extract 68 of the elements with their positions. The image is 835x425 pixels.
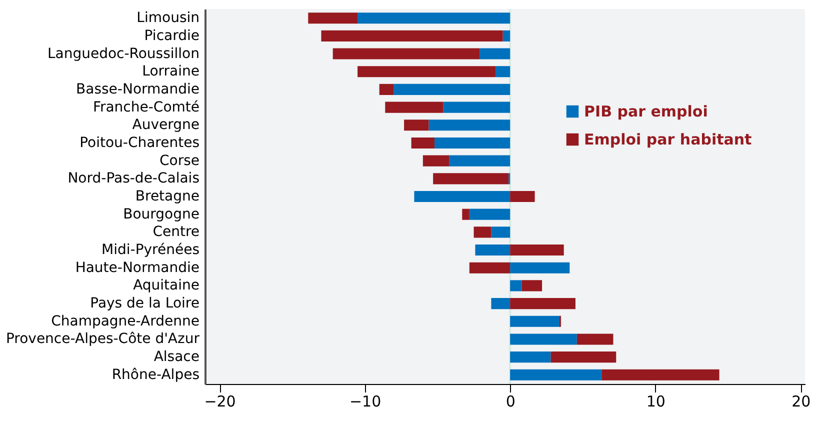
bar [510,280,522,292]
bar [443,102,510,113]
y-tick-label: Poitou-Charentes [80,134,200,151]
bar [576,334,614,345]
legend-label: Emploi par habitant [584,130,752,148]
y-tick-label: Champagne-Ardenne [51,313,200,330]
bar [510,262,570,274]
y-tick-label: Corse [159,152,200,169]
bar [469,208,510,220]
bar [433,173,509,184]
bar [358,12,510,24]
bar [510,316,560,327]
bar [510,334,577,345]
y-tick-label: Bourgogne [123,206,200,222]
bar [480,48,510,60]
y-tick-label: Midi-Pyrénées [102,242,200,258]
bar [411,137,435,149]
x-tick-label: 10 [646,392,666,410]
bar [385,102,444,113]
y-tick-label: Lorraine [142,64,200,80]
y-tick-label: Franche-Comté [92,99,200,116]
bar [491,226,510,238]
y-tick-label: Alsace [154,349,200,366]
y-tick-label: Rhône-Alpes [112,366,200,383]
bar [321,30,503,42]
bar [496,66,510,78]
bar [510,244,564,256]
x-tick-label: 0 [506,392,516,410]
y-tick-label: Aquitaine [133,278,200,294]
y-tick-label: Provence-Alpes-Côte d'Azur [6,331,200,348]
y-tick-label: Haute-Normandie [75,260,200,276]
y-tick-label: Limousin [136,10,200,26]
y-tick-label: Basse-Normandie [76,81,200,98]
bar [394,84,510,95]
bar [602,369,720,380]
x-tick-label: −20 [204,392,236,410]
y-tick-label: Centre [152,224,200,240]
bar [308,12,358,24]
y-tick-label: Auvergne [132,117,200,134]
y-tick-label: Bretagne [135,188,200,204]
bar [379,84,394,95]
bar [469,262,510,274]
y-tick-label: Nord-Pas-de-Calais [68,170,200,187]
bar [510,352,551,363]
bar [510,190,535,202]
y-tick-label: Languedoc-Roussillon [47,46,200,62]
bar [414,190,510,202]
x-tick-label: 20 [792,392,811,410]
legend-label: PIB par emploi [584,102,708,120]
bar [491,298,510,310]
bar [510,369,602,380]
bar [475,244,510,256]
y-tick-label: Picardie [144,28,200,44]
bar [502,30,510,42]
bar [550,352,616,363]
bar [428,120,510,131]
bar [404,120,429,131]
bar [422,155,450,166]
x-tick-label: −10 [349,392,382,410]
bar [522,280,542,292]
bar [449,155,510,166]
bar [510,298,576,310]
bar [332,48,480,60]
bar [434,137,510,149]
bar [462,208,470,220]
bar [474,226,492,238]
y-tick-label: Pays de la Loire [90,296,200,312]
bar [358,66,496,78]
